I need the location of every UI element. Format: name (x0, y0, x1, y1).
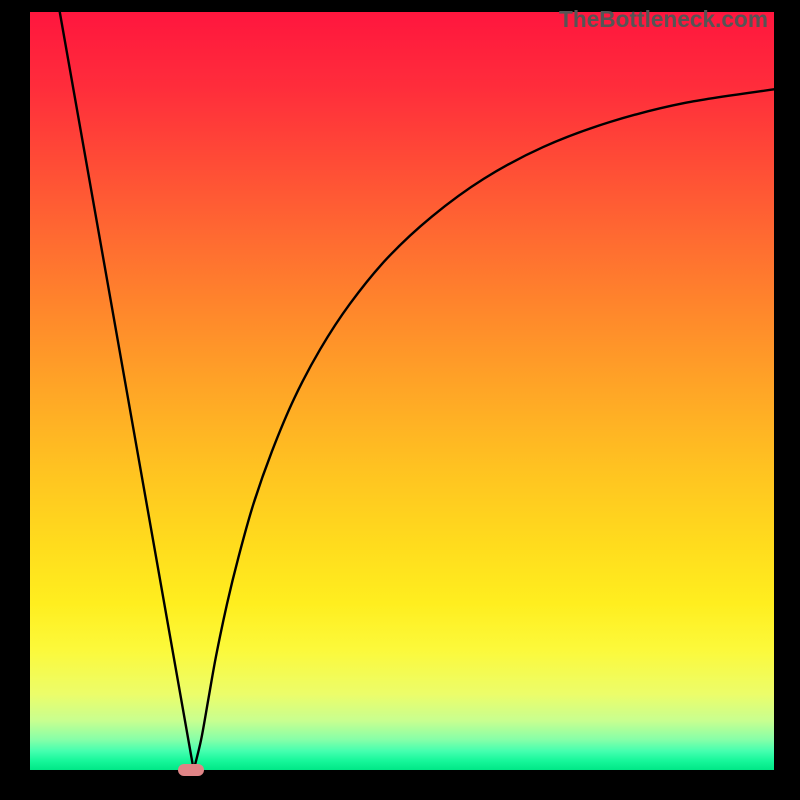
watermark-text: TheBottleneck.com (559, 6, 768, 33)
plot-background-gradient (30, 12, 774, 770)
minimum-marker (178, 764, 204, 776)
chart-container: TheBottleneck.com (0, 0, 800, 800)
